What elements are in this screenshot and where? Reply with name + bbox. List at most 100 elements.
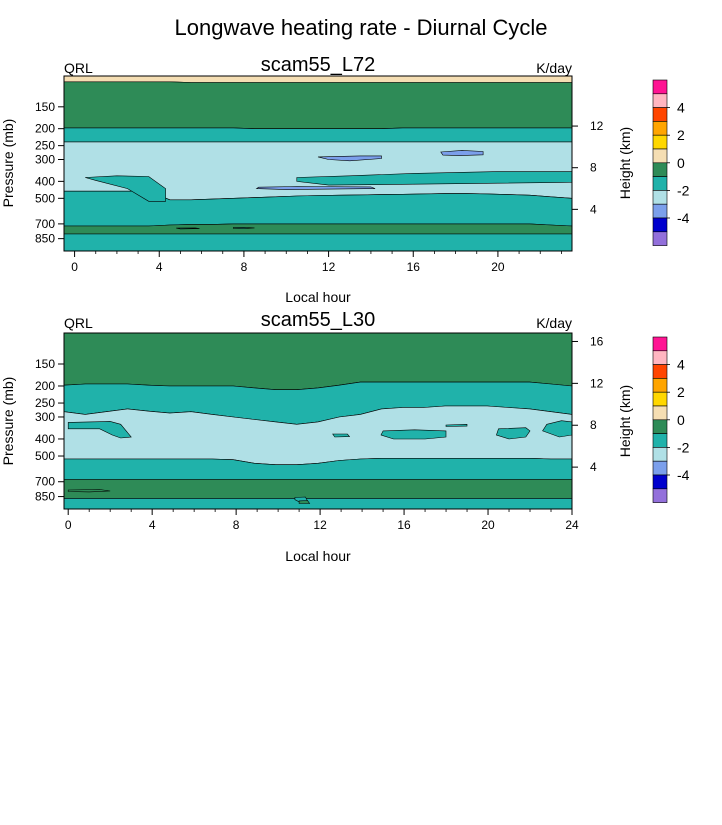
contour-blob-2: [496, 427, 531, 440]
height-tick-label: 8: [590, 418, 597, 432]
y-tick-label: 700: [35, 475, 55, 489]
colorbar-box-p1_2: [652, 134, 668, 150]
colorbar-box-le_m4: [652, 488, 668, 503]
colorbar-bottom: 4 2 0 -2 -4: [652, 336, 690, 503]
colorbar-tick-label: -2: [677, 182, 690, 198]
colorbar-box-p2_3: [652, 121, 668, 136]
colorbar-box-m1_0: [652, 433, 668, 448]
panel-bottom-left-string: QRL: [64, 315, 93, 331]
panel-bottom-frame: [63, 332, 573, 510]
colorbar-box-m3_m2: [652, 203, 668, 219]
contour-blob-0: [85, 175, 166, 202]
colorbar-box-p1_2: [652, 391, 668, 407]
colorbar-tick-label: -4: [677, 467, 690, 483]
height-tick-label: 8: [590, 161, 597, 175]
panel-top-right-string: K/day: [536, 60, 572, 76]
contour-blob-2: [317, 155, 382, 162]
colorbar-tick-label: 0: [677, 155, 685, 171]
y-tick-label: 300: [35, 410, 55, 424]
x-tick-label: 12: [313, 518, 327, 532]
panel-bottom-contour-fill: [64, 333, 572, 509]
contour-band-0: [64, 333, 572, 390]
y-tick-label: 700: [35, 217, 55, 231]
x-tick-label: 20: [491, 260, 505, 274]
colorbar-box-m0: [652, 162, 668, 177]
x-tick-label: 20: [481, 518, 495, 532]
x-tick-label: 8: [233, 518, 240, 532]
colorbar-box-p4_5: [652, 93, 668, 108]
height-tick-label: 12: [590, 119, 604, 133]
colorbar-box-m0: [652, 419, 668, 434]
contour-blob-1: [296, 171, 572, 186]
contour-blob-3: [542, 420, 572, 438]
y-tick-label: 200: [35, 379, 55, 393]
contour-blob-8: [298, 500, 311, 504]
contour-band-6: [64, 233, 572, 251]
y-tick-label: 150: [35, 100, 55, 114]
colorbar-box-z0_1: [652, 148, 668, 164]
contour-band-2: [64, 127, 572, 143]
y-tick-label: 200: [35, 122, 55, 136]
y-tick-label: 300: [35, 152, 55, 166]
colorbar-box-ge_5: [652, 336, 668, 352]
contour-band-5: [64, 498, 572, 509]
colorbar-tick-label: 2: [677, 127, 685, 143]
contour-blob-6: [67, 489, 111, 493]
figure-title: Longwave heating rate - Diurnal Cycle: [175, 15, 548, 40]
panel-top-title: scam55_L72: [261, 54, 376, 76]
panel-top-right-axis-label: Height (km): [617, 127, 633, 199]
panel-bottom-xlabel: Local hour: [285, 548, 351, 564]
colorbar-box-le_m4: [652, 231, 668, 246]
y-tick-label: 150: [35, 357, 55, 371]
colorbar-tick-label: 4: [677, 100, 685, 116]
panel-top-xlabel: Local hour: [285, 289, 351, 305]
colorbar-tick-label: -2: [677, 439, 690, 455]
contour-blob-6: [176, 227, 200, 230]
y-tick-label: 250: [35, 139, 55, 153]
y-tick-label: 250: [35, 396, 55, 410]
contour-blob-5: [233, 227, 255, 229]
colorbar-tick-label: -4: [677, 210, 690, 226]
x-tick-label: 0: [71, 260, 78, 274]
x-tick-label: 16: [407, 260, 421, 274]
height-tick-label: 4: [590, 202, 597, 216]
colorbar-box-p3_4: [652, 107, 668, 122]
colorbar-box-ge_5: [652, 79, 668, 95]
x-tick-label: 0: [65, 518, 72, 532]
panel-top-ylabel: Pressure (mb): [0, 119, 16, 208]
colorbar-tick-label: 2: [677, 384, 685, 400]
contour-band-4: [64, 479, 572, 499]
y-tick-label: 500: [35, 191, 55, 205]
contour-layers: [64, 333, 572, 509]
x-tick-label: 8: [241, 260, 248, 274]
panel-top-left-string: QRL: [64, 60, 93, 76]
x-tick-label: 16: [397, 518, 411, 532]
panel-top-frame: [63, 75, 573, 252]
x-tick-label: 4: [156, 260, 163, 274]
panel-bottom-right-axis-label: Height (km): [617, 385, 633, 457]
contour-blob-3: [440, 150, 484, 156]
contour-blob-0: [67, 421, 132, 439]
colorbar-box-m4_m3: [652, 217, 668, 233]
colorbar-box-z0_1: [652, 405, 668, 421]
contour-blob-1: [380, 429, 447, 440]
panel-bottom-ylabel: Pressure (mb): [0, 377, 16, 466]
colorbar-box-m4_m3: [652, 474, 668, 490]
colorbar-top: 4 2 0 -2 -4: [652, 79, 690, 246]
colorbar-box-p3_4: [652, 364, 668, 379]
colorbar-tick-label: 4: [677, 357, 685, 373]
colorbar-box-p4_5: [652, 350, 668, 365]
x-tick-label: 4: [149, 518, 156, 532]
contour-blob-4: [332, 433, 351, 438]
panel-bottom-right-string: K/day: [536, 315, 572, 331]
y-tick-label: 400: [35, 174, 55, 188]
panel-top-contour-fill: [64, 76, 572, 251]
colorbar-tick-label: 0: [677, 412, 685, 428]
y-tick-label: 400: [35, 432, 55, 446]
colorbar-box-m2_m1: [652, 447, 668, 462]
x-tick-label: 24: [565, 518, 579, 532]
colorbar-box-m1_0: [652, 176, 668, 191]
